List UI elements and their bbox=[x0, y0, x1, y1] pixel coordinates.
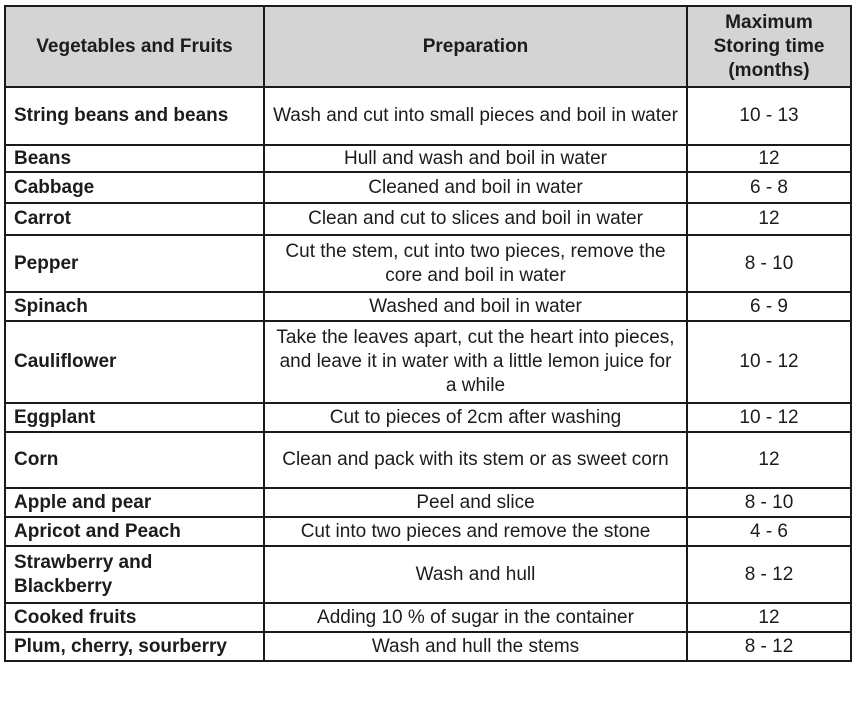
table-row: Eggplant Cut to pieces of 2cm after washi… bbox=[4, 402, 852, 433]
storing-time-cell: 10 - 12 bbox=[686, 402, 852, 433]
preparation-cell: Cut the stem, cut into two pieces, remov… bbox=[263, 234, 688, 293]
table-row: Corn Clean and pack with its stem or as s… bbox=[4, 431, 852, 489]
table-row: Cabbage Cleaned and boil in water 6 - 8 bbox=[4, 171, 852, 204]
table-row: Pepper Cut the stem, cut into two pieces,… bbox=[4, 234, 852, 293]
item-name-cell: Strawberry and Blackberry bbox=[4, 545, 265, 604]
item-name-cell: Cooked fruits bbox=[4, 602, 265, 633]
item-name-cell: Spinach bbox=[4, 291, 265, 322]
item-name-cell: Carrot bbox=[4, 202, 265, 236]
storing-time-cell: 4 - 6 bbox=[686, 516, 852, 547]
table-row: Spinach Washed and boil in water 6 - 9 bbox=[4, 291, 852, 322]
storing-time-cell: 8 - 12 bbox=[686, 631, 852, 662]
storing-time-cell: 6 - 8 bbox=[686, 171, 852, 204]
preparation-cell: Take the leaves apart, cut the heart int… bbox=[263, 320, 688, 404]
table-row: Strawberry and Blackberry Wash and hull 8 … bbox=[4, 545, 852, 604]
table-row: String beans and beans Wash and cut into … bbox=[4, 86, 852, 146]
storing-time-cell: 10 - 13 bbox=[686, 86, 852, 146]
table-row: Beans Hull and wash and boil in water 12 bbox=[4, 144, 852, 173]
item-name-cell: Apricot and Peach bbox=[4, 516, 265, 547]
preparation-cell: Clean and cut to slices and boil in wate… bbox=[263, 202, 688, 236]
storing-time-cell: 8 - 10 bbox=[686, 234, 852, 293]
storing-time-cell: 12 bbox=[686, 144, 852, 173]
preparation-cell: Cut into two pieces and remove the stone bbox=[263, 516, 688, 547]
item-name-cell: Cauliflower bbox=[4, 320, 265, 404]
item-name-cell: Eggplant bbox=[4, 402, 265, 433]
header-storing-time: Maximum Storing time (months) bbox=[686, 5, 852, 88]
header-row: Vegetables and Fruits Preparation Maximu… bbox=[4, 5, 852, 88]
table-row: Cauliflower Take the leaves apart, cut th… bbox=[4, 320, 852, 404]
item-name-cell: Apple and pear bbox=[4, 487, 265, 518]
storing-time-cell: 6 - 9 bbox=[686, 291, 852, 322]
storing-time-cell: 12 bbox=[686, 202, 852, 236]
storing-time-cell: 10 - 12 bbox=[686, 320, 852, 404]
preparation-cell: Wash and cut into small pieces and boil … bbox=[263, 86, 688, 146]
storing-time-cell: 12 bbox=[686, 602, 852, 633]
table-row: Plum, cherry, sourberry Wash and hull the… bbox=[4, 631, 852, 662]
storing-time-cell: 12 bbox=[686, 431, 852, 489]
table-row: Apricot and Peach Cut into two pieces and… bbox=[4, 516, 852, 547]
item-name-cell: Plum, cherry, sourberry bbox=[4, 631, 265, 662]
preparation-cell: Wash and hull the stems bbox=[263, 631, 688, 662]
preparation-cell: Washed and boil in water bbox=[263, 291, 688, 322]
preparation-cell: Cut to pieces of 2cm after washing bbox=[263, 402, 688, 433]
header-vegetables: Vegetables and Fruits bbox=[4, 5, 265, 88]
storage-table: Vegetables and Fruits Preparation Maximu… bbox=[4, 5, 852, 662]
preparation-cell: Adding 10 % of sugar in the container bbox=[263, 602, 688, 633]
table-row: Carrot Clean and cut to slices and boil i… bbox=[4, 202, 852, 236]
preparation-cell: Hull and wash and boil in water bbox=[263, 144, 688, 173]
item-name-cell: Cabbage bbox=[4, 171, 265, 204]
item-name-cell: Beans bbox=[4, 144, 265, 173]
preparation-cell: Clean and pack with its stem or as sweet… bbox=[263, 431, 688, 489]
preparation-cell: Cleaned and boil in water bbox=[263, 171, 688, 204]
storing-time-cell: 8 - 10 bbox=[686, 487, 852, 518]
table-row: Cooked fruits Adding 10 % of sugar in the… bbox=[4, 602, 852, 633]
item-name-cell: String beans and beans bbox=[4, 86, 265, 146]
preparation-cell: Wash and hull bbox=[263, 545, 688, 604]
preparation-cell: Peel and slice bbox=[263, 487, 688, 518]
header-preparation: Preparation bbox=[263, 5, 688, 88]
item-name-cell: Pepper bbox=[4, 234, 265, 293]
storing-time-cell: 8 - 12 bbox=[686, 545, 852, 604]
table-row: Apple and pear Peel and slice 8 - 10 bbox=[4, 487, 852, 518]
item-name-cell: Corn bbox=[4, 431, 265, 489]
